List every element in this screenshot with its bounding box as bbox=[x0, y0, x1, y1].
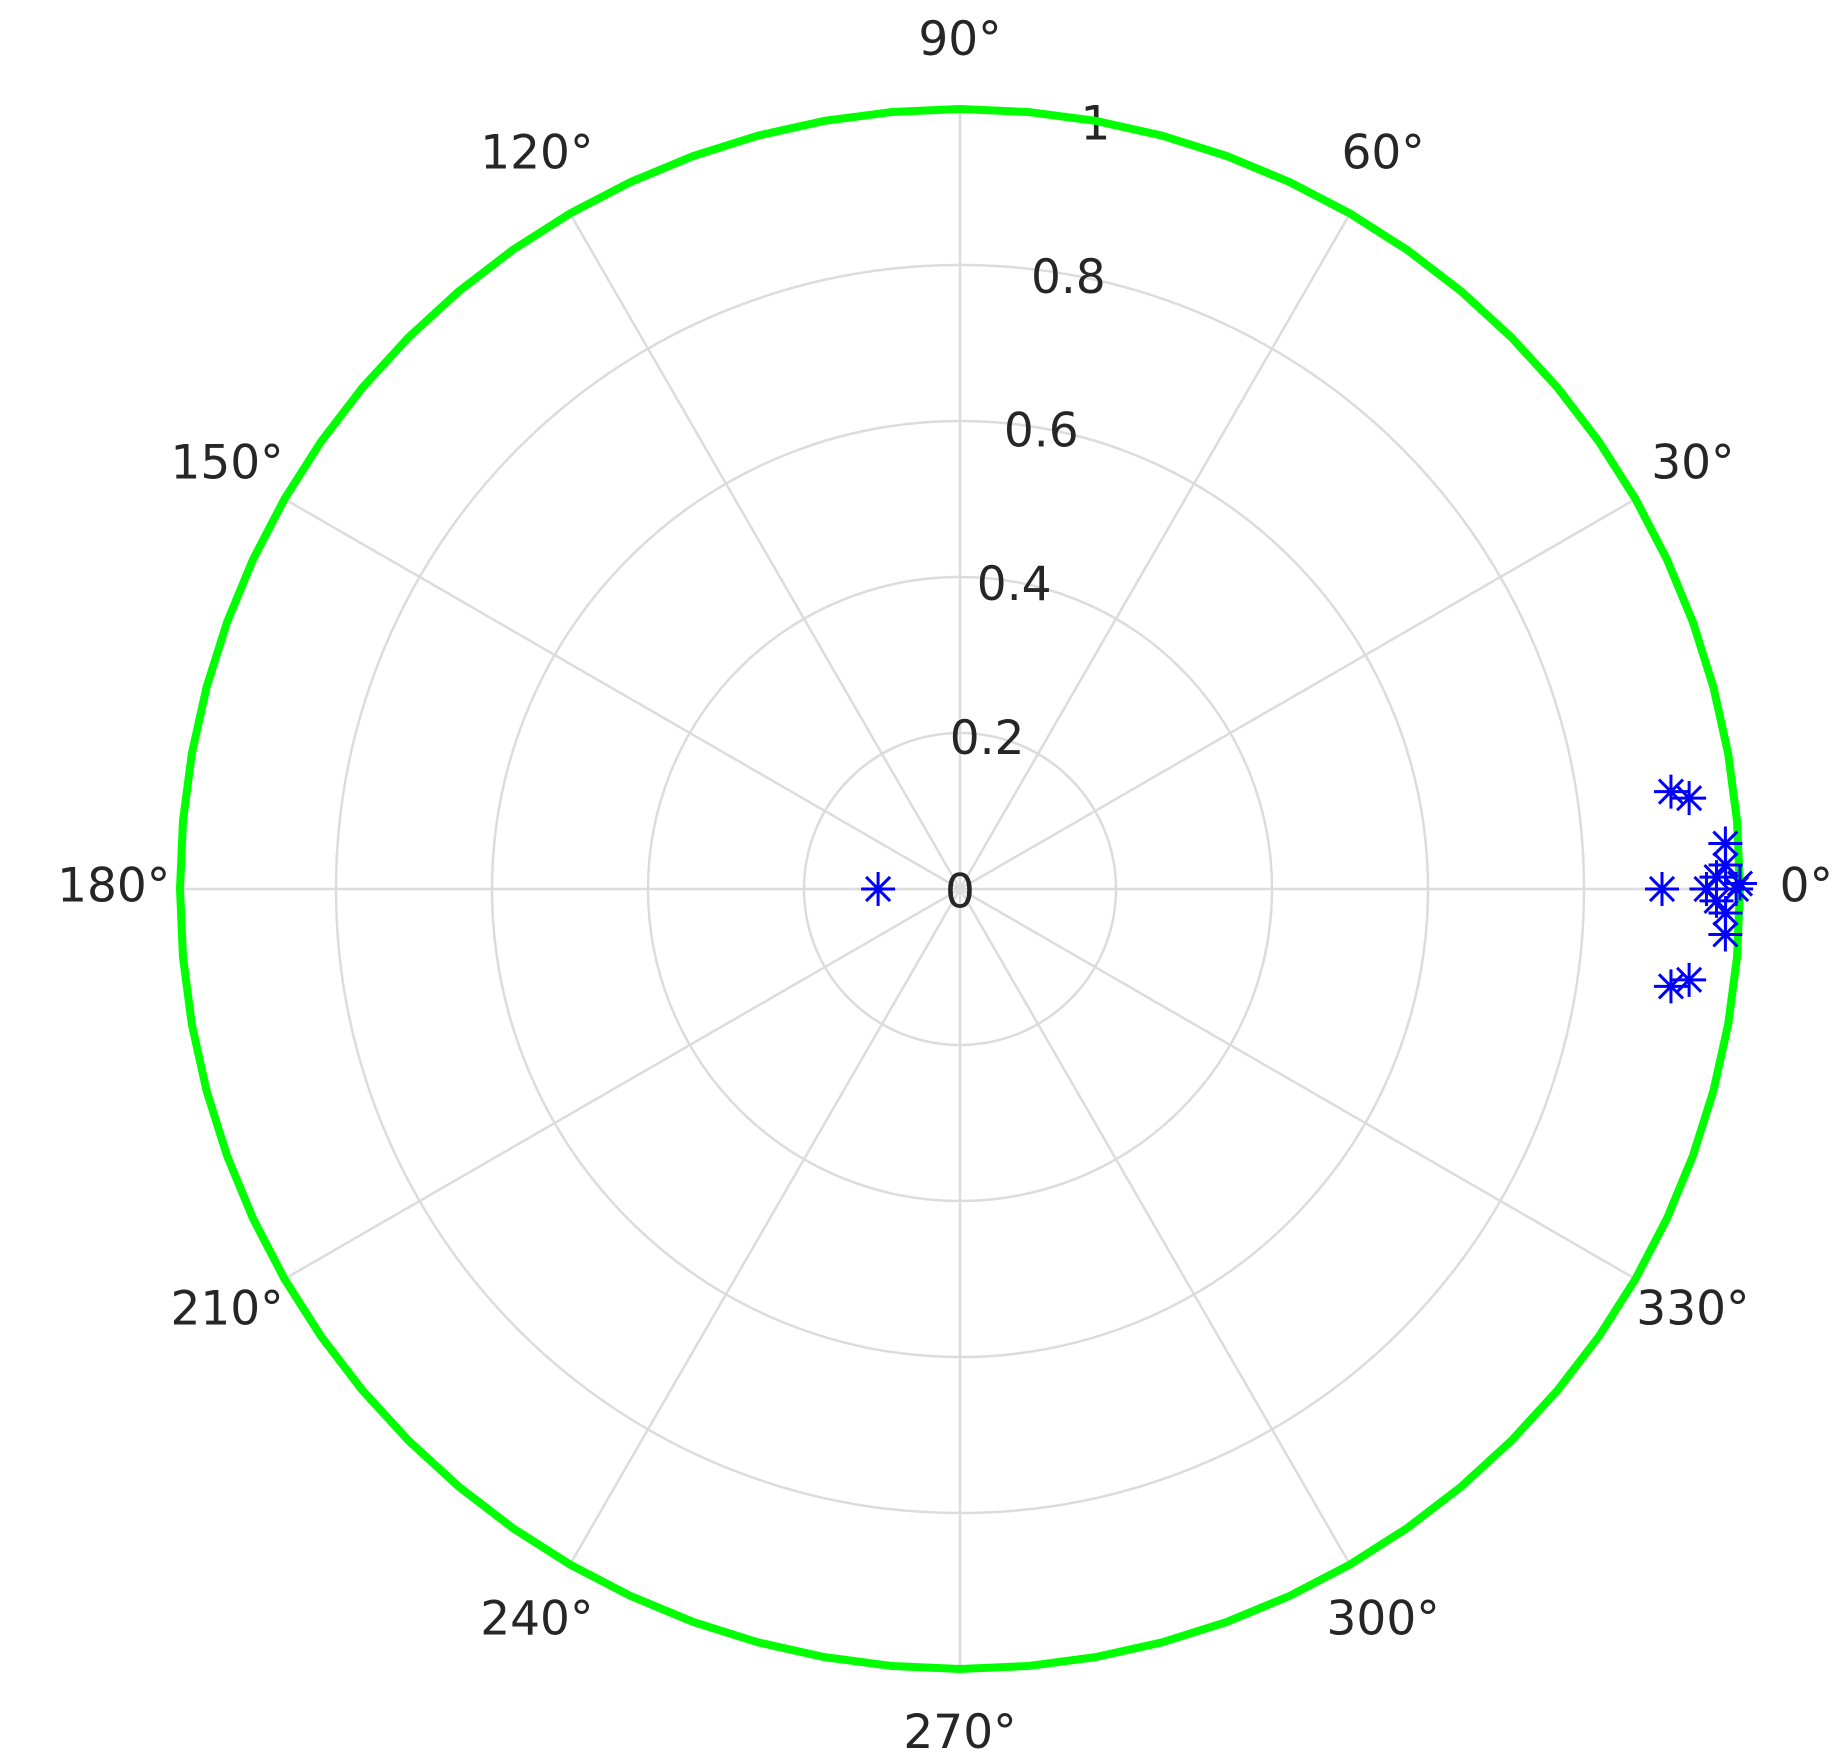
grid-spoke bbox=[283, 887, 961, 1281]
theta-tick-label: 0° bbox=[1780, 859, 1833, 914]
point bbox=[861, 872, 896, 906]
grid-spoke bbox=[568, 212, 962, 890]
theta-tick-label: 30° bbox=[1651, 435, 1734, 490]
point bbox=[1645, 872, 1679, 906]
r-tick-label: 0.8 bbox=[1031, 250, 1106, 305]
theta-tick-label: 60° bbox=[1341, 126, 1424, 181]
point bbox=[1699, 883, 1734, 918]
theta-tick-label: 240° bbox=[480, 1591, 593, 1646]
theta-tick-label: 270° bbox=[903, 1705, 1016, 1757]
theta-tick-label: 120° bbox=[480, 126, 593, 181]
point bbox=[1699, 860, 1734, 895]
theta-tick-label: 300° bbox=[1327, 1591, 1440, 1646]
theta-tick-label: 330° bbox=[1636, 1282, 1749, 1337]
theta-tick-label: 150° bbox=[170, 435, 283, 490]
point bbox=[1672, 962, 1707, 997]
theta-tick-label: 180° bbox=[57, 859, 170, 914]
grid-spoke bbox=[283, 497, 961, 891]
point bbox=[1708, 847, 1743, 882]
grid-spoke bbox=[958, 212, 1352, 890]
point bbox=[1708, 826, 1743, 861]
theta-tick-label: 90° bbox=[918, 12, 1001, 67]
grid-spoke bbox=[959, 497, 1637, 891]
r-tick-label: 0.4 bbox=[977, 557, 1052, 612]
grid-spoke bbox=[958, 888, 1352, 1566]
series-line bbox=[175, 104, 1744, 1674]
point bbox=[1653, 969, 1688, 1004]
point bbox=[1708, 896, 1743, 931]
grid-spoke bbox=[959, 887, 1637, 1281]
point bbox=[1708, 917, 1743, 952]
point bbox=[1672, 781, 1707, 816]
point bbox=[1722, 866, 1757, 901]
theta-tick-label: 210° bbox=[170, 1282, 283, 1337]
r-tick-label: 0 bbox=[945, 865, 975, 920]
r-tick-label: 0.6 bbox=[1004, 404, 1079, 459]
r-tick-label: 0.2 bbox=[950, 711, 1025, 766]
grid-spoke bbox=[568, 888, 962, 1566]
point bbox=[1653, 774, 1688, 809]
